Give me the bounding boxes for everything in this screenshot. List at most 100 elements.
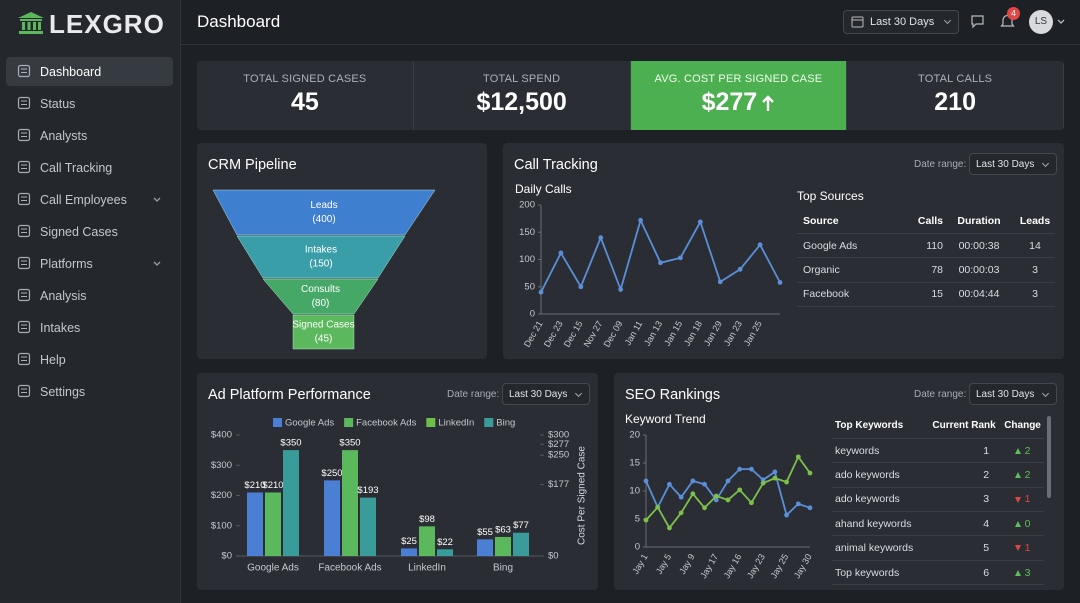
point — [702, 505, 707, 511]
point — [690, 491, 696, 497]
bar-label: $350 — [280, 438, 301, 449]
y-tick-label: 5 — [635, 514, 640, 525]
bar-label: $250 — [321, 468, 342, 479]
change-arrow — [1014, 447, 1021, 454]
kpi-number: $277 — [701, 88, 758, 116]
nav-item[interactable]: Dashboard — [6, 57, 173, 86]
call-tracking-panel: Call Tracking Date range: Last 30 Days D… — [503, 143, 1064, 359]
x-tick-label: Jan 15 — [662, 319, 684, 347]
kpi-value: 210 — [934, 88, 976, 117]
change-arrow — [1014, 569, 1021, 576]
nav-icon — [17, 256, 31, 270]
nav-item[interactable]: Signed Cases — [6, 217, 173, 246]
point — [749, 466, 754, 472]
x-tick-label: Facebook Ads — [318, 563, 381, 574]
change-arrow — [1014, 520, 1021, 527]
point — [578, 284, 584, 290]
point — [807, 470, 813, 476]
change-value: 2 — [1024, 468, 1031, 481]
x-tick-label: Jay 30 — [792, 552, 814, 580]
table-row: keywords 1 2 — [832, 438, 1044, 464]
legend-swatch — [344, 418, 354, 427]
nav-item[interactable]: Platforms — [6, 249, 173, 278]
y-tick-label: $400 — [211, 430, 232, 441]
nav-icon — [17, 320, 31, 334]
point — [638, 217, 643, 223]
date-range-label: Date range: — [914, 159, 967, 170]
date-range-select[interactable]: Last 30 Days — [502, 383, 591, 405]
chart-title: Keyword Trend — [625, 412, 706, 426]
page-title: Dashboard — [197, 12, 281, 31]
change-value: 1 — [1024, 542, 1031, 555]
point — [713, 497, 719, 503]
y2-tick-label: $250 — [548, 450, 569, 461]
kpi-number: $12,500 — [476, 88, 567, 116]
bar — [437, 549, 453, 556]
point — [667, 525, 672, 531]
scrollbar[interactable] — [1047, 416, 1051, 498]
messages-icon[interactable] — [970, 14, 985, 29]
point — [725, 478, 731, 484]
legend-label: Google Ads — [285, 418, 334, 429]
point — [618, 287, 624, 292]
table-cell: 00:00:03 — [943, 257, 1015, 283]
nav-item[interactable]: Call Employees — [6, 185, 173, 214]
nav-item[interactable]: Analysts — [6, 121, 173, 150]
kpi-label: TOTAL CALLS — [918, 73, 993, 85]
keyword: Top keywords — [832, 560, 927, 586]
table-row: ado keywords 3 1 — [832, 487, 1044, 513]
funnel-stage — [236, 235, 406, 279]
nav-item[interactable]: Intakes — [6, 313, 173, 342]
avatar[interactable]: LS — [1029, 10, 1053, 34]
date-range-button[interactable]: Last 30 Days — [843, 10, 960, 34]
table-cell: Organic — [797, 257, 907, 283]
change-value: 2 — [1024, 444, 1031, 457]
sidebar: LEXGRO Dashboard Status Analysts Call Track… — [0, 0, 181, 603]
point — [725, 497, 731, 503]
table-cell: 15 — [907, 282, 943, 308]
nav-label: Dashboard — [40, 64, 102, 79]
line-series — [645, 468, 811, 517]
date-range-select[interactable]: Last 30 Days — [969, 383, 1058, 405]
point — [598, 235, 604, 241]
stage-value: (400) — [312, 214, 335, 225]
keyword: ahand keywords — [832, 511, 927, 537]
kpi-number: 210 — [934, 88, 976, 116]
table-header: Top Keywords Current Rank Change — [832, 414, 1044, 439]
nav-item[interactable]: Analysis — [6, 281, 173, 310]
bar — [513, 532, 529, 556]
point — [678, 510, 684, 516]
point — [717, 279, 723, 285]
point — [643, 517, 649, 523]
column-header: Current Rank — [926, 414, 1002, 439]
table-row: Facebook 15 00:04:44 3 — [797, 282, 1055, 308]
nav-item[interactable]: Settings — [6, 377, 173, 406]
nav-item[interactable]: Help — [6, 345, 173, 374]
chevron — [1057, 19, 1065, 24]
seo-panel: SEO Rankings Date range: Last 30 Days Ke… — [614, 373, 1064, 590]
date-range-select[interactable]: Last 30 Days — [969, 153, 1058, 175]
column-header: Leads — [1015, 209, 1055, 234]
change-arrow — [1014, 496, 1021, 503]
bar-label: $350 — [339, 438, 360, 449]
column-header: Source — [797, 209, 907, 234]
nav-label: Call Tracking — [40, 160, 113, 175]
line-series — [540, 217, 781, 293]
stage-name: Signed Cases — [292, 320, 354, 331]
nav-item[interactable]: Call Tracking — [6, 153, 173, 182]
y-tick-label: $100 — [211, 520, 232, 531]
nav-label: Help — [40, 352, 66, 367]
kpi-number: 45 — [290, 88, 319, 116]
legend-swatch — [484, 418, 494, 427]
line-series — [645, 455, 811, 530]
funnel-stage — [262, 278, 379, 315]
chevron — [153, 197, 161, 202]
x-tick-label: Jan 25 — [742, 319, 764, 347]
stage-value: (45) — [315, 334, 333, 345]
point — [737, 466, 743, 472]
bar — [283, 450, 299, 556]
point — [702, 481, 707, 487]
y-tick-label: 0 — [635, 542, 640, 553]
nav-item[interactable]: Status — [6, 89, 173, 118]
